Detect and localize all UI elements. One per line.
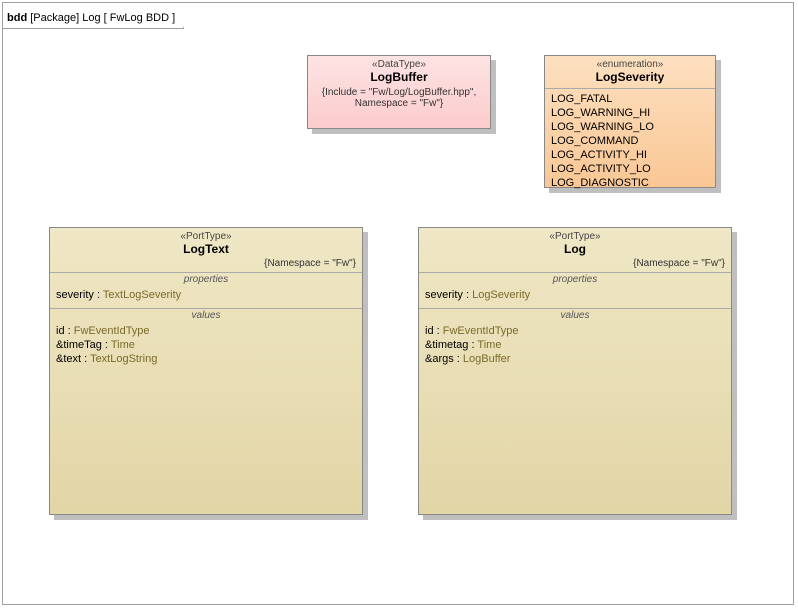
port2-namespace: {Namespace = "Fw"} bbox=[419, 258, 731, 273]
frame-name: [ FwLog BDD ] bbox=[104, 12, 176, 24]
bdd-frame: bdd [Package] Log [ FwLog BDD ] «DataTyp… bbox=[2, 2, 794, 605]
datatype-box: «DataType» LogBuffer {Include = "Fw/Log/… bbox=[307, 55, 491, 129]
diagram-canvas: bdd [Package] Log [ FwLog BDD ] «DataTyp… bbox=[0, 0, 798, 609]
enum-literal: LOG_ACTIVITY_LO bbox=[551, 162, 709, 176]
enum-literal: LOG_ACTIVITY_HI bbox=[551, 148, 709, 162]
values-label: values bbox=[50, 309, 362, 322]
enum-literals: LOG_FATALLOG_WARNING_HILOG_WARNING_LOLOG… bbox=[545, 89, 715, 193]
attribute-row: severity : TextLogSeverity bbox=[56, 288, 356, 302]
enum-literal: LOG_COMMAND bbox=[551, 134, 709, 148]
attribute-row: &text : TextLogString bbox=[56, 352, 356, 366]
enum-name: LogSeverity bbox=[549, 70, 711, 84]
port1-name: LogText bbox=[54, 242, 358, 256]
attribute-row: &args : LogBuffer bbox=[425, 352, 725, 366]
attribute-row: severity : LogSeverity bbox=[425, 288, 725, 302]
datatype-name: LogBuffer bbox=[314, 70, 484, 84]
port2-properties: severity : LogSeverity bbox=[419, 286, 731, 309]
attribute-row: id : FwEventIdType bbox=[425, 324, 725, 338]
port2-values: id : FwEventIdType&timetag : Time&args :… bbox=[419, 322, 731, 372]
port2-stereotype: «PortType» bbox=[423, 231, 727, 242]
porttype-log: «PortType» Log {Namespace = "Fw"} proper… bbox=[418, 227, 732, 515]
values-label2: values bbox=[419, 309, 731, 322]
enumeration-box: «enumeration» LogSeverity LOG_FATALLOG_W… bbox=[544, 55, 716, 188]
frame-package: [Package] Log bbox=[30, 12, 100, 24]
enum-literal: LOG_FATAL bbox=[551, 92, 709, 106]
properties-label: properties bbox=[50, 273, 362, 286]
port1-properties: severity : TextLogSeverity bbox=[50, 286, 362, 309]
attribute-row: &timeTag : Time bbox=[56, 338, 356, 352]
enum-literal: LOG_WARNING_HI bbox=[551, 106, 709, 120]
datatype-constraint: {Include = "Fw/Log/LogBuffer.hpp", Names… bbox=[314, 87, 484, 109]
porttype-logtext: «PortType» LogText {Namespace = "Fw"} pr… bbox=[49, 227, 363, 515]
enum-literal: LOG_WARNING_LO bbox=[551, 120, 709, 134]
attribute-row: &timetag : Time bbox=[425, 338, 725, 352]
frame-label: bdd [Package] Log [ FwLog BDD ] bbox=[2, 11, 184, 29]
frame-kind: bdd bbox=[7, 12, 27, 24]
port1-stereotype: «PortType» bbox=[54, 231, 358, 242]
properties-label2: properties bbox=[419, 273, 731, 286]
attribute-row: id : FwEventIdType bbox=[56, 324, 356, 338]
datatype-stereotype: «DataType» bbox=[314, 59, 484, 70]
enum-literal: LOG_DIAGNOSTIC bbox=[551, 176, 709, 190]
port1-namespace: {Namespace = "Fw"} bbox=[50, 258, 362, 273]
port1-values: id : FwEventIdType&timeTag : Time&text :… bbox=[50, 322, 362, 372]
enum-stereotype: «enumeration» bbox=[549, 59, 711, 70]
port2-name: Log bbox=[423, 242, 727, 256]
